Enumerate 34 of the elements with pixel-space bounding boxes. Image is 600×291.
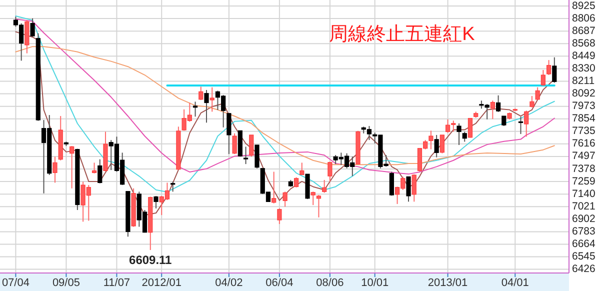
y-tick-label: 7973: [572, 100, 596, 112]
y-tick-label: 7854: [572, 112, 596, 125]
x-tick-label: 07/04: [2, 277, 30, 289]
y-tick-label: 7021: [572, 200, 596, 212]
y-tick-label: 7259: [572, 175, 596, 188]
y-tick-label: 7497: [572, 150, 596, 162]
y-tick-label: 6545: [572, 250, 596, 263]
text: 周線終止五連紅K: [329, 24, 476, 45]
y-tick-label: 6783: [572, 225, 596, 238]
x-tick-label: 10/01: [361, 277, 389, 289]
x-tick-label: 2012/01: [142, 277, 182, 289]
x-tick-label: 06/04: [266, 277, 294, 289]
y-tick-label: 7616: [572, 138, 596, 150]
annotation: 6609.11: [129, 253, 172, 268]
y-tick-label: 8806: [572, 12, 596, 24]
y-tick-label: 8092: [572, 88, 596, 100]
y-tick-label: 8449: [572, 50, 596, 62]
y-tick-label: 8925: [572, 0, 596, 12]
y-tick-label: 6664: [572, 238, 596, 250]
x-tick-label: 09/05: [52, 277, 80, 289]
y-tick-label: 8211: [572, 75, 595, 88]
y-tick-label: 6426: [572, 263, 596, 276]
y-tick-label: 8568: [572, 37, 596, 50]
y-tick-label: 8330: [572, 62, 596, 74]
y-tick-label: 8687: [572, 24, 596, 37]
x-tick-label: 11/07: [103, 277, 130, 289]
x-tick-label: 04/01: [501, 277, 529, 289]
y-tick-label: 6902: [572, 212, 596, 225]
y-tick-label: 7735: [572, 125, 596, 138]
x-tick-label: 08/06: [316, 277, 344, 289]
y-tick-label: 7140: [572, 188, 596, 200]
y-tick-label: 7378: [572, 162, 596, 175]
x-tick-label: 2013/01: [428, 277, 468, 289]
x-tick-label: 04/02: [215, 277, 243, 289]
